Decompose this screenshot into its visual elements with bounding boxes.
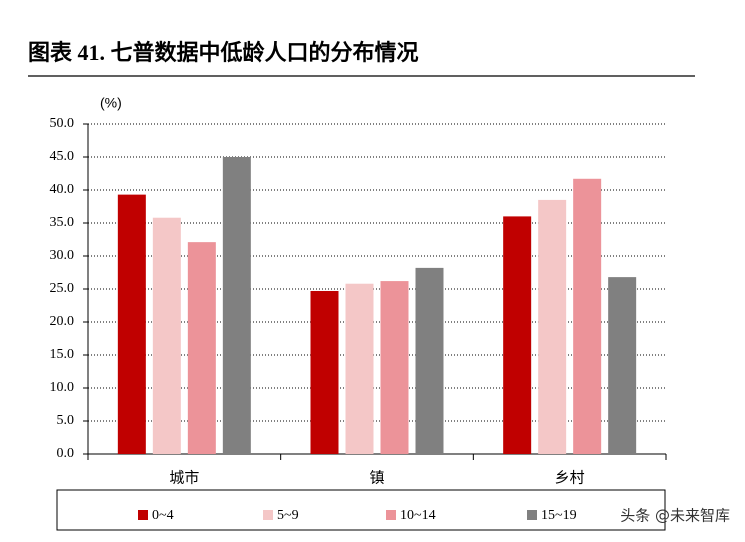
y-tick-label: 25.0 xyxy=(50,281,75,296)
chart-title: 图表 41. 七普数据中低龄人口的分布情况 xyxy=(28,40,419,65)
legend-label: 0~4 xyxy=(152,508,174,523)
bar xyxy=(573,178,602,454)
legend-label: 5~9 xyxy=(277,508,299,523)
watermark: 头条 @未来智库 xyxy=(620,507,730,525)
x-tick-label: 镇 xyxy=(369,469,384,486)
bar xyxy=(608,277,637,454)
bar xyxy=(187,242,216,454)
y-tick-label: 5.0 xyxy=(57,413,75,428)
bar xyxy=(415,267,444,454)
y-tick-label: 45.0 xyxy=(50,149,75,164)
legend-box xyxy=(56,489,666,531)
y-tick-label: 35.0 xyxy=(50,215,75,230)
legend-swatch xyxy=(386,510,396,520)
y-axis-label: (%) xyxy=(100,95,122,111)
y-tick-label: 40.0 xyxy=(50,182,75,197)
bar xyxy=(152,217,181,454)
legend-swatch xyxy=(527,510,537,520)
bar xyxy=(538,199,567,454)
legend-label: 10~14 xyxy=(400,508,436,523)
legend-label: 15~19 xyxy=(541,508,577,523)
legend-swatch xyxy=(263,510,273,520)
y-tick-label: 15.0 xyxy=(50,347,75,362)
y-tick-label: 0.0 xyxy=(57,446,75,461)
bar xyxy=(222,157,251,454)
x-tick-label: 乡村 xyxy=(555,469,585,486)
y-tick-label: 50.0 xyxy=(50,116,75,131)
legend-swatch xyxy=(138,510,148,520)
y-tick-label: 30.0 xyxy=(50,248,75,263)
y-tick-label: 10.0 xyxy=(50,380,75,395)
y-tick-label: 20.0 xyxy=(50,314,75,329)
bar xyxy=(345,283,374,454)
bar xyxy=(380,281,409,454)
bar xyxy=(503,216,532,454)
x-tick-label: 城市 xyxy=(169,469,199,486)
bar xyxy=(117,194,146,454)
bar xyxy=(310,290,339,454)
